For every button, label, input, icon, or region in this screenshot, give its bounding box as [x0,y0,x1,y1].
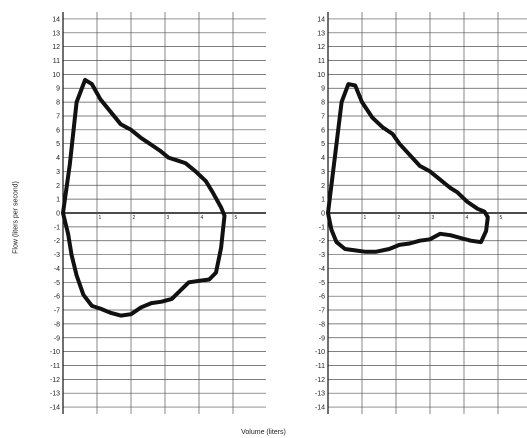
y-tick-label: 8 [321,100,325,107]
x-axis-label: Volume (liters) [241,429,286,436]
y-tick-label: 14 [52,16,60,23]
x-tick-label: 1 [364,215,367,221]
y-tick-label: 4 [321,155,325,162]
y-tick-label: -5 [319,280,325,287]
y-tick-label: -11 [315,363,325,370]
y-tick-label: 12 [317,44,325,51]
y-tick-label: -3 [319,252,325,259]
y-tick-label: -9 [54,335,60,342]
y-tick-label: -7 [54,308,60,315]
y-tick-label: -5 [54,280,60,287]
y-tick-label: -10 [50,349,60,356]
y-tick-label: -6 [54,294,60,301]
y-tick-label: -12 [50,377,60,384]
x-tick-label: 2 [133,215,136,221]
y-tick-label: -4 [54,266,60,273]
y-tick-label: 8 [56,100,60,107]
y-tick-label: 10 [52,72,60,79]
y-tick-label: 4 [56,155,60,162]
y-tick-label: 6 [56,127,60,134]
y-tick-label: 1 [56,197,60,204]
y-tick-label: -13 [315,391,325,398]
y-tick-label: -1 [319,224,325,231]
x-tick-label: 4 [201,215,204,221]
y-axis-label: Flow (liters per second) [12,181,20,254]
y-tick-label: -14 [50,405,60,412]
y-tick-label: 11 [53,58,60,65]
y-tick-label: -2 [54,238,60,245]
y-tick-label: 9 [56,86,60,93]
y-tick-label: 7 [56,113,60,120]
x-tick-label: 1 [99,215,102,221]
y-tick-label: -8 [54,321,60,328]
x-tick-label: 4 [466,215,469,221]
y-tick-label: 2 [56,183,60,190]
y-tick-label: -1 [54,224,60,231]
y-tick-label: 5 [56,141,60,148]
left-flow-volume-chart: 14131211109876543210-1-2-3-4-5-6-7-8-9-1… [50,12,266,414]
x-tick-label: 3 [167,215,170,221]
y-tick-label: -8 [319,321,325,328]
y-tick-label: -14 [315,405,325,412]
y-tick-label: 13 [317,30,325,37]
y-tick-label: 6 [321,127,325,134]
x-tick-label: 5 [235,215,238,221]
y-tick-label: -13 [50,391,60,398]
y-tick-label: -12 [315,377,325,384]
y-tick-label: 1 [321,197,325,204]
x-tick-label: 2 [398,215,401,221]
y-tick-label: -7 [319,308,325,315]
y-tick-label: 3 [56,169,60,176]
y-tick-label: 14 [317,16,325,23]
flow-volume-loop [61,77,227,318]
y-tick-label: 9 [321,86,325,93]
y-tick-label: -9 [319,335,325,342]
y-tick-label: 12 [52,44,60,51]
y-tick-label: 3 [321,169,325,176]
y-tick-label: 0 [321,211,325,218]
y-tick-label: -11 [50,363,60,370]
flow-volume-loop [326,82,490,254]
y-tick-label: 5 [321,141,325,148]
y-tick-label: -2 [319,238,325,245]
right-flow-volume-chart: 14131211109876543210-1-2-3-4-5-6-7-8-9-1… [315,12,527,414]
x-tick-label: 3 [432,215,435,221]
y-tick-label: -3 [54,252,60,259]
y-tick-label: 13 [52,30,60,37]
y-tick-label: 0 [56,211,60,218]
y-tick-label: 7 [321,113,325,120]
x-tick-label: 5 [500,215,503,221]
y-tick-label: -4 [319,266,325,273]
y-tick-label: -10 [315,349,325,356]
y-tick-label: 10 [317,72,325,79]
y-tick-label: 11 [318,58,325,65]
y-tick-label: -6 [319,294,325,301]
y-tick-label: 2 [321,183,325,190]
